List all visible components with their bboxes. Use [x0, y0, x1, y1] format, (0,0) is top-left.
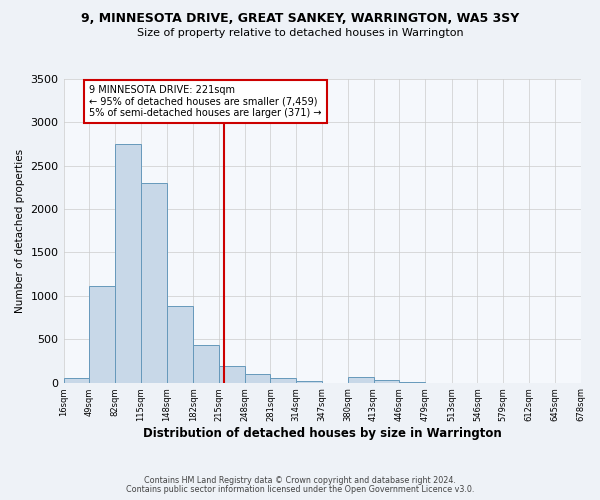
- Bar: [115, 144, 141, 382]
- Bar: [193, 346, 219, 383]
- Y-axis label: Number of detached properties: Number of detached properties: [15, 148, 25, 313]
- Bar: [219, 366, 245, 382]
- Bar: [245, 374, 271, 382]
- Bar: [374, 380, 400, 382]
- Text: Contains HM Land Registry data © Crown copyright and database right 2024.: Contains HM Land Registry data © Crown c…: [144, 476, 456, 485]
- Bar: [271, 378, 296, 382]
- Text: 9 MINNESOTA DRIVE: 221sqm
← 95% of detached houses are smaller (7,459)
5% of sem: 9 MINNESOTA DRIVE: 221sqm ← 95% of detac…: [89, 85, 322, 118]
- Bar: [64, 378, 89, 382]
- Bar: [348, 378, 374, 382]
- Text: 9, MINNESOTA DRIVE, GREAT SANKEY, WARRINGTON, WA5 3SY: 9, MINNESOTA DRIVE, GREAT SANKEY, WARRIN…: [81, 12, 519, 26]
- Bar: [167, 306, 193, 382]
- Text: Size of property relative to detached houses in Warrington: Size of property relative to detached ho…: [137, 28, 463, 38]
- Bar: [296, 381, 322, 382]
- Text: Contains public sector information licensed under the Open Government Licence v3: Contains public sector information licen…: [126, 485, 474, 494]
- X-axis label: Distribution of detached houses by size in Warrington: Distribution of detached houses by size …: [143, 427, 502, 440]
- Bar: [89, 286, 115, 382]
- Bar: [141, 183, 167, 382]
